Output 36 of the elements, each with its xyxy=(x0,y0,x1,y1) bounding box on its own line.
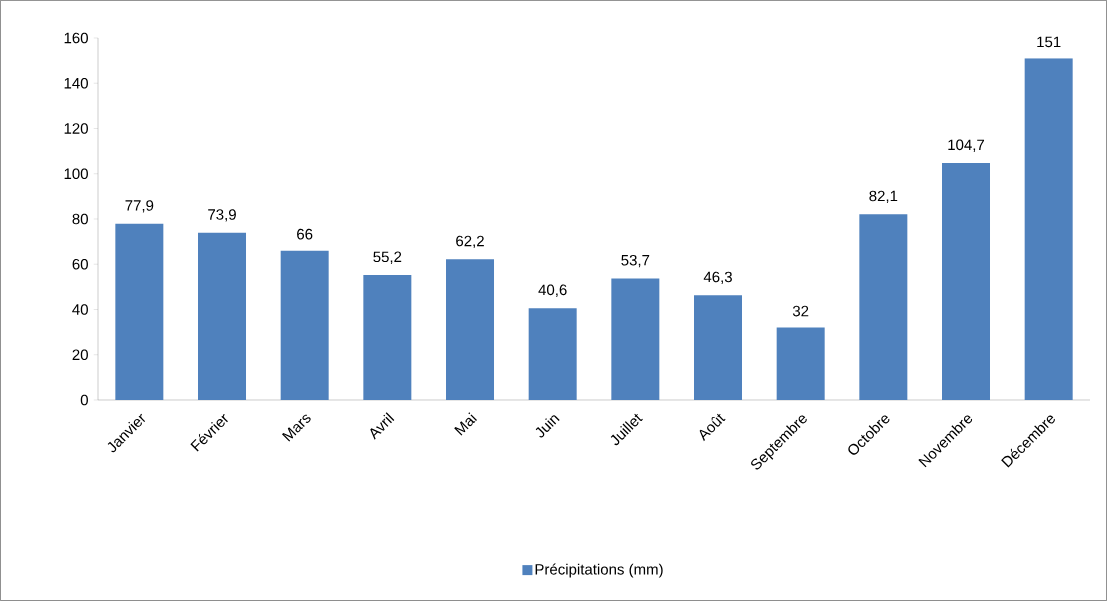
x-tick-label: Mai xyxy=(454,412,477,436)
data-label: 62,2 xyxy=(456,235,484,249)
data-label: 151 xyxy=(1037,36,1061,48)
bar xyxy=(859,214,908,400)
y-tick-label: 20 xyxy=(72,349,88,361)
bar xyxy=(280,250,329,400)
data-label: 73,9 xyxy=(208,209,236,222)
bar xyxy=(446,259,495,400)
bar xyxy=(694,295,743,400)
y-tick-label: 140 xyxy=(64,77,88,89)
y-tick-label: 0 xyxy=(80,394,88,406)
data-label: 46,3 xyxy=(703,271,732,285)
bar xyxy=(363,275,412,400)
y-tick-label: 160 xyxy=(64,32,88,44)
data-label: 104,7 xyxy=(948,139,985,152)
bar xyxy=(942,163,991,400)
data-label: 32 xyxy=(792,305,809,317)
bar xyxy=(776,327,825,400)
y-tick-label: 40 xyxy=(72,304,88,315)
data-label: 82,1 xyxy=(869,190,898,204)
data-label: 53,7 xyxy=(621,254,650,268)
data-label: 40,6 xyxy=(538,284,567,297)
y-tick-label: 120 xyxy=(64,123,88,134)
bar xyxy=(115,223,164,400)
bar xyxy=(611,278,660,400)
data-label: 66 xyxy=(297,228,313,240)
data-label: 55,2 xyxy=(373,251,402,264)
data-label: 77,9 xyxy=(125,200,154,213)
x-tick-label: Juin xyxy=(535,415,560,438)
legend-label: Précipitations (mm) xyxy=(535,563,663,578)
y-tick-label: 60 xyxy=(72,258,88,270)
y-tick-label: 80 xyxy=(72,213,88,225)
bar xyxy=(1024,58,1073,400)
bar xyxy=(528,308,577,400)
bar xyxy=(198,232,247,400)
y-tick-label: 100 xyxy=(64,168,88,180)
